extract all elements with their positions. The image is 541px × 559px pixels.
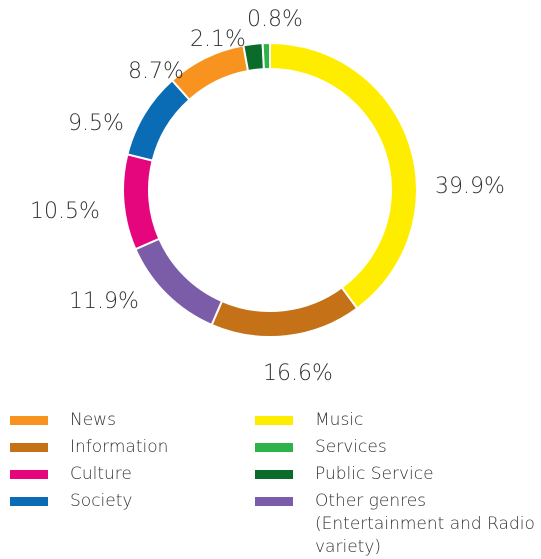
legend-swatch <box>10 416 48 425</box>
donut-chart: 39.9% 16.6% 11.9% 10.5% 9.5% 8.7%2.1%0.8% <box>30 7 505 386</box>
slice-label: 16.6% <box>263 361 333 386</box>
slice-label: 2.1% <box>190 27 246 52</box>
slice-culture <box>122 153 161 251</box>
slice-label: 10.5% <box>30 199 100 224</box>
legend-swatch <box>255 443 293 452</box>
slice-society <box>126 78 191 162</box>
slice-label: 0.8% <box>247 7 303 32</box>
legend-swatch <box>255 497 293 506</box>
legend-swatch <box>10 443 48 452</box>
legend-swatch <box>255 470 293 479</box>
legend-label: Services <box>315 437 387 457</box>
legend-label: Information <box>70 437 169 457</box>
legend-swatch <box>10 470 48 479</box>
slice-information <box>210 286 359 338</box>
legend-swatch <box>255 416 293 425</box>
slice-label: 39.9% <box>435 174 505 199</box>
legend-label: News <box>70 410 116 430</box>
legend-label: Music <box>315 410 364 430</box>
legend-label: Society <box>70 491 133 511</box>
legend-label: Culture <box>70 464 132 484</box>
slice-label: 11.9% <box>69 289 139 314</box>
legend-label: Other genres (Entertainment and Radio va… <box>315 491 535 557</box>
legend-label: Public Service <box>315 464 434 484</box>
slice-music <box>269 41 418 310</box>
donut-slices <box>122 41 418 338</box>
slice-other-genres-entertainment-and-radio-variety <box>134 237 224 327</box>
slice-label: 8.7% <box>128 59 184 84</box>
legend-swatch <box>10 497 48 506</box>
slice-public-service <box>242 42 265 73</box>
donut-labels: 39.9% 16.6% 11.9% 10.5% 9.5% 8.7%2.1%0.8% <box>30 7 505 386</box>
slice-label: 9.5% <box>68 111 124 136</box>
slice-services <box>261 41 271 71</box>
